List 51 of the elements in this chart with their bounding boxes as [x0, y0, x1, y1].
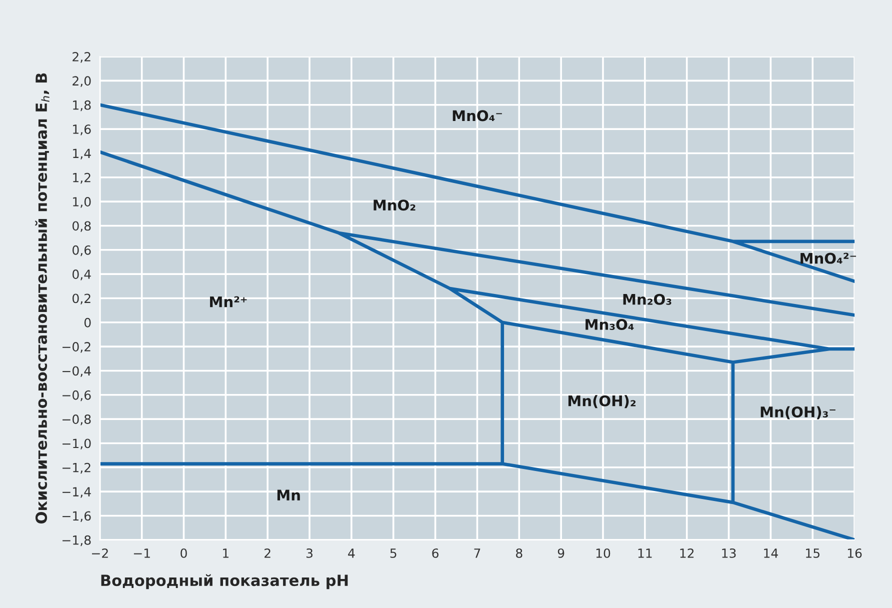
x-tick-label: 16	[848, 548, 862, 558]
x-tick-label: 12	[680, 548, 694, 558]
x-tick-label: 5	[390, 548, 396, 558]
y-tick-label: −1,2	[62, 462, 90, 474]
y-tick-label: −0,4	[62, 366, 91, 377]
x-axis-title: Водородный показатель pH	[101, 574, 348, 590]
x-tick-label: 0	[180, 548, 187, 558]
y-tick-label: −1,6	[62, 511, 91, 522]
x-tick-label: 6	[432, 548, 438, 558]
y-tick-label: 0,6	[72, 245, 91, 256]
y-tick-label: −0,8	[62, 414, 91, 426]
y-tick-label: 2,2	[72, 52, 90, 63]
y-tick-label: 0,2	[72, 294, 90, 304]
annotation: Mn	[277, 490, 300, 500]
x-tick-label: 4	[348, 548, 355, 558]
y-tick-label: 1,4	[73, 148, 91, 160]
annotation: Mn₃O₄	[586, 318, 634, 330]
x-tick-label: 2	[264, 548, 270, 558]
x-tick-label: 9	[558, 548, 564, 558]
y-tick-label: 1,2	[73, 172, 90, 184]
annotation: MnO₄⁻	[452, 110, 502, 122]
y-axis-title: Окислительно-восстановительный потенциал E$_{h}$, В	[35, 73, 50, 524]
y-tick-label: −1,8	[62, 535, 91, 546]
annotation: MnO₂	[374, 200, 416, 211]
y-tick-label: −0,2	[62, 342, 90, 353]
x-tick-label: 3	[306, 548, 312, 558]
y-tick-label: 0	[84, 318, 91, 328]
y-tick-label: 2,0	[72, 76, 91, 87]
x-tick-label: 10	[596, 548, 610, 558]
x-tick-label: 7	[474, 548, 480, 558]
x-tick-label: 1	[223, 548, 228, 558]
y-tick-label: 0,4	[72, 270, 91, 280]
y-tick-label: 0,8	[72, 221, 91, 232]
y-tick-label: 1,6	[73, 124, 91, 136]
y-tick-label: 1,0	[73, 197, 91, 208]
annotation: MnO₄²⁻	[800, 252, 856, 264]
x-tick-label: 13	[722, 548, 736, 558]
annotation: Mn₂O₃	[623, 294, 672, 305]
annotation: Mn²⁺	[210, 296, 247, 308]
x-tick-label: −1	[134, 548, 150, 558]
x-tick-label: −2	[92, 548, 108, 558]
x-tick-label: 14	[764, 548, 778, 558]
y-tick-label: −1,4	[62, 487, 91, 498]
x-tick-label: 11	[638, 548, 652, 558]
annotation: Mn(OH)₂	[568, 395, 636, 408]
y-tick-label: 1,8	[73, 100, 91, 112]
annotation: Mn(OH)₃⁻	[760, 406, 836, 420]
x-tick-label: 15	[806, 548, 820, 558]
y-tick-label: −0,6	[62, 390, 91, 402]
y-tick-label: −1,0	[62, 438, 91, 450]
x-tick-label: 8	[516, 548, 522, 558]
